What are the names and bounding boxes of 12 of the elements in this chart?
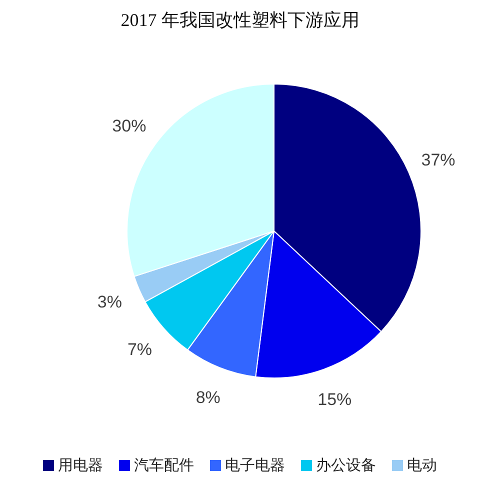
data-label: 37% (421, 150, 456, 170)
legend-label: 汽车配件 (134, 456, 194, 474)
legend-label: 办公设备 (316, 456, 376, 474)
chart-title: 2017 年我国改性塑料下游应用 (120, 9, 360, 32)
data-label: 7% (127, 340, 152, 359)
legend-label: 用电器 (58, 456, 103, 474)
legend-label: 电动 (407, 456, 437, 474)
data-label: 30% (112, 116, 146, 136)
data-label: 8% (196, 388, 220, 407)
data-label: 15% (318, 390, 352, 409)
legend-label: 电子电器 (225, 456, 285, 474)
data-label: 3% (97, 292, 122, 312)
